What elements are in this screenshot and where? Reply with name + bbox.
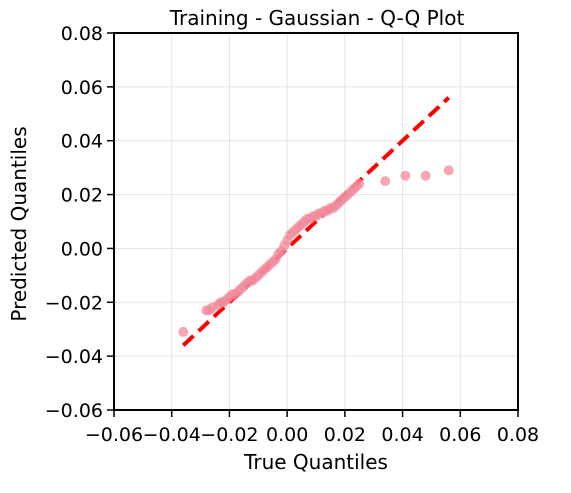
y-tick-label: −0.02 xyxy=(45,292,103,314)
data-points xyxy=(178,165,454,337)
grid-lines xyxy=(113,32,519,411)
data-point xyxy=(380,176,391,187)
x-tick-label: −0.06 xyxy=(85,424,143,446)
x-axis-ticks: −0.06 −0.04 −0.02 0.00 0.02 0.04 0.06 0.08 xyxy=(85,410,539,446)
y-tick-label: 0.08 xyxy=(61,23,103,45)
x-tick-label: 0.00 xyxy=(266,424,308,446)
x-tick-label: 0.02 xyxy=(324,424,366,446)
y-axis-ticks: −0.06 −0.04 −0.02 0.00 0.02 0.04 0.06 0.08 xyxy=(45,23,114,422)
x-tick-label: −0.04 xyxy=(143,424,201,446)
plot-area-frame xyxy=(113,32,519,411)
chart-title: Training - Gaussian - Q-Q Plot xyxy=(169,6,465,30)
data-point xyxy=(443,165,454,176)
x-tick-label: 0.06 xyxy=(439,424,481,446)
y-tick-label: 0.02 xyxy=(61,185,103,207)
data-point xyxy=(420,170,431,181)
y-tick-label: −0.06 xyxy=(45,400,103,422)
y-tick-label: −0.04 xyxy=(45,346,103,368)
reference-line xyxy=(181,96,451,347)
x-tick-label: 0.08 xyxy=(497,424,539,446)
x-tick-label: 0.04 xyxy=(381,424,423,446)
x-tick-label: −0.02 xyxy=(200,424,258,446)
data-point xyxy=(354,178,365,189)
data-point xyxy=(400,170,411,181)
y-axis-label: Predicted Quantiles xyxy=(7,126,31,321)
y-tick-label: 0.04 xyxy=(61,131,103,153)
data-point xyxy=(178,326,189,337)
x-axis-label: True Quantiles xyxy=(243,450,388,474)
y-tick-label: 0.00 xyxy=(61,238,103,260)
y-tick-label: 0.06 xyxy=(61,77,103,99)
